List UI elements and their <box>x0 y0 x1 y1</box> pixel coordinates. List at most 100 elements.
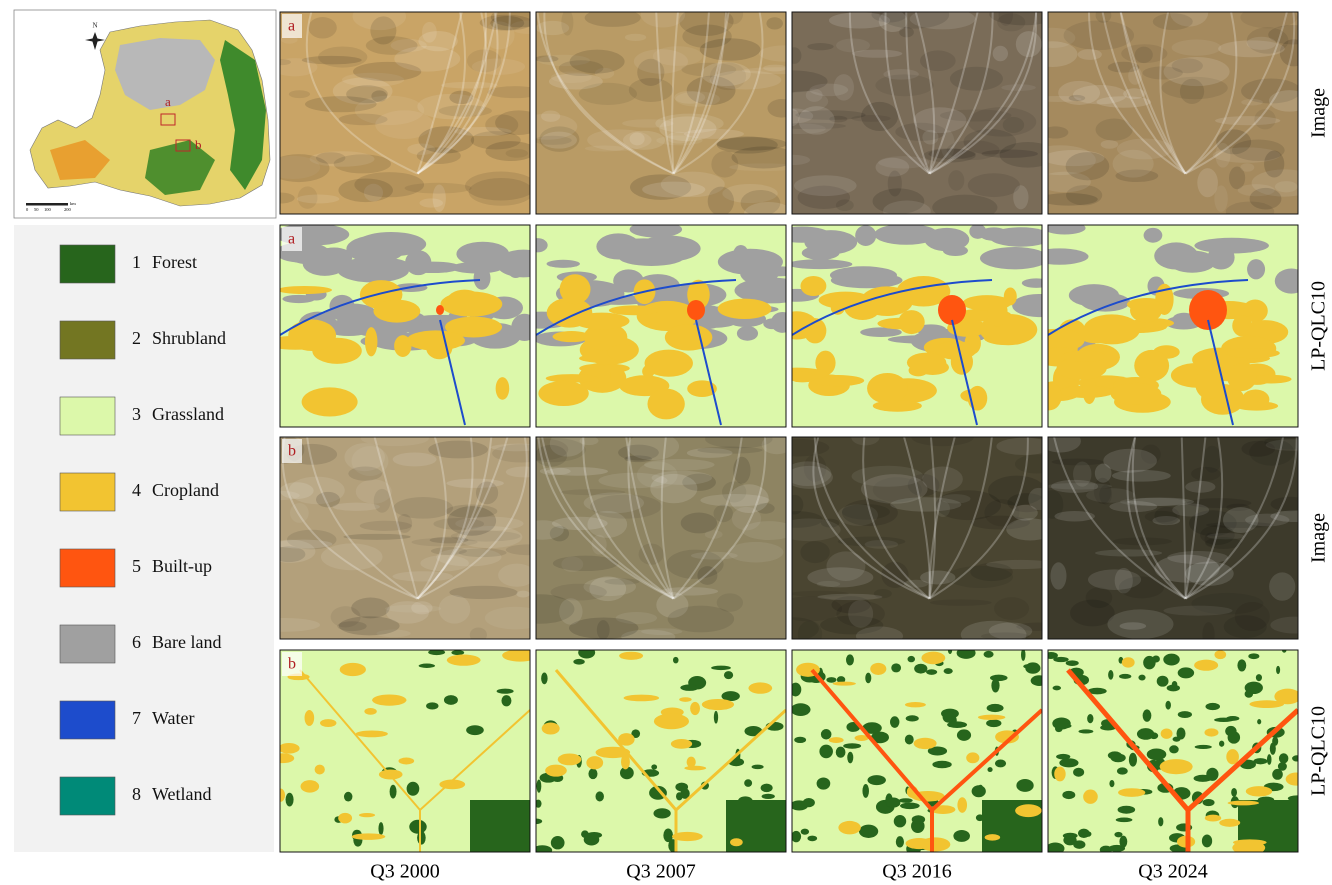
image-texture <box>418 31 458 52</box>
crop-patch <box>684 765 707 771</box>
image-texture <box>873 589 892 599</box>
crop-patch <box>373 299 421 323</box>
panel-letter-bg <box>282 652 302 676</box>
forest-patch <box>285 792 294 807</box>
image-texture <box>485 141 530 162</box>
image-texture <box>826 551 866 582</box>
image-texture <box>490 443 530 452</box>
image-texture <box>615 612 658 625</box>
forest-patch <box>1176 727 1186 740</box>
image-valley <box>541 437 674 600</box>
image-texture <box>851 465 924 487</box>
crop-patch <box>748 682 773 694</box>
legend-number: 3 <box>132 404 141 424</box>
image-texture <box>986 559 1042 570</box>
inset-map: a b N 0 50 100 200 km <box>13 9 277 219</box>
image-texture <box>1202 445 1222 473</box>
bare-patch <box>1021 278 1042 288</box>
site-box-a <box>160 113 176 126</box>
bare-patch <box>302 251 347 276</box>
bare-patch <box>1012 293 1042 318</box>
image-texture <box>416 147 461 165</box>
crop-patch <box>792 371 817 383</box>
image-texture <box>1185 480 1216 493</box>
road-line <box>299 669 530 852</box>
forest-patch <box>987 767 993 773</box>
image-texture <box>490 15 525 31</box>
crop-patch <box>446 654 481 666</box>
forest-patch <box>1055 723 1072 729</box>
legend-swatch <box>59 320 116 360</box>
image-texture <box>741 67 786 75</box>
image-texture <box>1116 138 1173 160</box>
crop-patch <box>552 331 591 343</box>
image-valley <box>536 12 674 175</box>
image-texture <box>1140 444 1161 464</box>
image-texture <box>1114 567 1133 594</box>
image-valley <box>928 12 994 175</box>
image-texture <box>1241 440 1276 457</box>
forest-patch <box>1244 690 1254 698</box>
forest-patch <box>1277 762 1287 771</box>
image-texture <box>960 620 1027 639</box>
forest-patch <box>1214 717 1234 723</box>
crop-patch <box>301 387 358 417</box>
image-valley <box>928 437 937 599</box>
image-valley <box>416 12 466 175</box>
crop-patch <box>372 694 407 706</box>
image-texture <box>1048 192 1098 206</box>
image-texture <box>1103 448 1157 473</box>
image-texture <box>871 12 908 23</box>
forest-patch <box>1119 673 1132 679</box>
image-texture <box>852 49 903 58</box>
forest-patch <box>1253 758 1268 765</box>
image-texture <box>392 452 437 467</box>
image-texture <box>1095 12 1112 23</box>
image-texture <box>445 504 498 518</box>
crop-patch <box>1219 818 1241 827</box>
legend-number: 5 <box>132 556 141 576</box>
image-texture <box>1241 78 1298 104</box>
image-texture <box>351 597 390 619</box>
image-texture <box>1073 461 1092 487</box>
image-texture <box>1264 150 1285 178</box>
forest-patch <box>1109 779 1115 788</box>
image-texture <box>596 620 610 639</box>
crop-patch <box>557 753 582 766</box>
image-texture <box>1048 149 1105 167</box>
bare-patch <box>692 318 735 328</box>
crop-patch <box>1194 659 1219 671</box>
image-texture <box>1095 118 1133 141</box>
image-valley <box>1119 12 1187 175</box>
image-texture <box>583 577 637 597</box>
map-panel <box>536 437 786 639</box>
crop-patch <box>960 389 987 403</box>
forest-patch <box>595 791 604 802</box>
image-texture <box>1002 116 1025 133</box>
map-panel <box>280 437 530 639</box>
image-texture <box>1223 615 1267 639</box>
panel-grid: a Image a LP-QLC10 b Image b LP-QLC10 Q3 2000 Q3 … <box>279 11 1330 883</box>
image-texture <box>484 606 530 630</box>
image-texture <box>1048 145 1096 176</box>
image-texture <box>875 157 910 177</box>
image-texture <box>742 521 786 541</box>
image-texture <box>666 131 691 144</box>
image-texture <box>308 17 337 39</box>
crop-patch <box>586 756 604 770</box>
crop-patch <box>717 298 772 319</box>
image-texture <box>622 119 674 128</box>
forest-patch <box>1248 653 1260 660</box>
image-texture <box>536 55 559 63</box>
image-texture <box>630 174 692 200</box>
image-texture <box>709 62 747 91</box>
image-texture <box>516 590 530 598</box>
image-texture <box>1120 497 1186 507</box>
image-texture <box>792 518 841 542</box>
forest-patch <box>898 798 913 803</box>
crop-patch <box>653 713 690 730</box>
site-box-b <box>175 139 191 152</box>
bare-patch <box>734 277 786 304</box>
image-valley <box>416 12 488 175</box>
map-panel <box>536 650 786 852</box>
